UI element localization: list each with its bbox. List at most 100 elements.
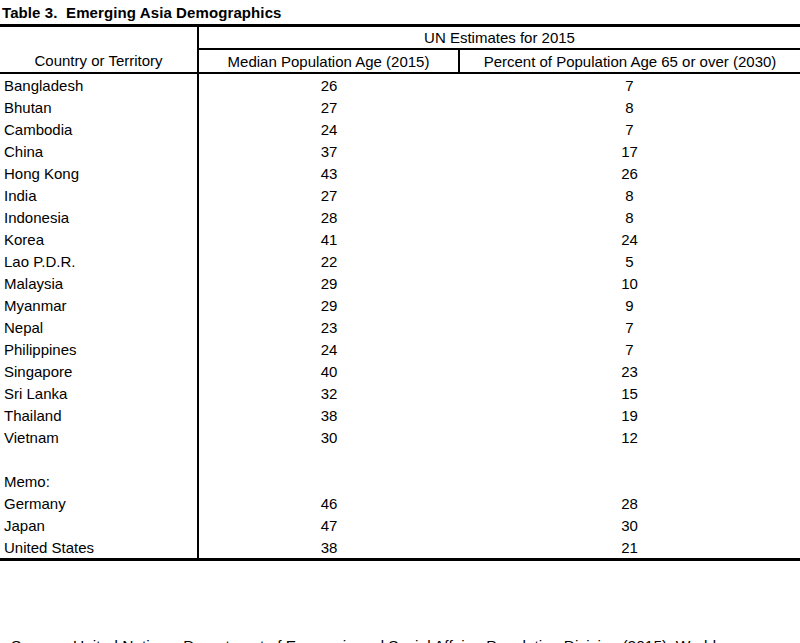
- pct-65-over-cell: [459, 470, 800, 492]
- country-cell: Memo:: [0, 470, 198, 492]
- median-age-cell: 22: [198, 250, 459, 272]
- table-row: United States3821: [0, 536, 800, 560]
- median-age-cell: 43: [198, 162, 459, 184]
- table-body: Bangladesh267Bhutan278Cambodia247China37…: [0, 73, 800, 560]
- table-row: Malaysia2910: [0, 272, 800, 294]
- country-cell: Cambodia: [0, 118, 198, 140]
- column-header-pct-65-over: Percent of Population Age 65 or over (20…: [459, 49, 800, 73]
- pct-65-over-cell: 8: [459, 96, 800, 118]
- median-age-cell: 37: [198, 140, 459, 162]
- country-cell: Philippines: [0, 338, 198, 360]
- median-age-cell: 28: [198, 206, 459, 228]
- country-cell: Thailand: [0, 404, 198, 426]
- pct-65-over-cell: 24: [459, 228, 800, 250]
- column-header-country: Country or Territory: [0, 26, 198, 74]
- country-cell: United States: [0, 536, 198, 560]
- group-header-row: Country or Territory UN Estimates for 20…: [0, 26, 800, 50]
- pct-65-over-cell: 8: [459, 206, 800, 228]
- pct-65-over-cell: 30: [459, 514, 800, 536]
- table-row: Germany4628: [0, 492, 800, 514]
- source-note: Source: United Nations, Department of Ec…: [0, 578, 800, 643]
- median-age-cell: 40: [198, 360, 459, 382]
- table-row: India278: [0, 184, 800, 206]
- column-header-median-age: Median Population Age (2015): [198, 49, 459, 73]
- median-age-cell: 23: [198, 316, 459, 338]
- country-cell: Hong Kong: [0, 162, 198, 184]
- median-age-cell: [198, 448, 459, 470]
- pct-65-over-cell: 7: [459, 73, 800, 96]
- table-row: Singapore4023: [0, 360, 800, 382]
- country-cell: Sri Lanka: [0, 382, 198, 404]
- table-row: Nepal237: [0, 316, 800, 338]
- table-row: [0, 448, 800, 470]
- pct-65-over-cell: 28: [459, 492, 800, 514]
- pct-65-over-cell: 7: [459, 316, 800, 338]
- country-cell: Nepal: [0, 316, 198, 338]
- table-row: Japan4730: [0, 514, 800, 536]
- pct-65-over-cell: 7: [459, 118, 800, 140]
- pct-65-over-cell: 12: [459, 426, 800, 448]
- country-cell: Bangladesh: [0, 73, 198, 96]
- country-cell: Malaysia: [0, 272, 198, 294]
- table-row: Sri Lanka3215: [0, 382, 800, 404]
- source-line: Source: United Nations, Department of Ec…: [0, 632, 800, 643]
- median-age-cell: 30: [198, 426, 459, 448]
- table-row: Cambodia247: [0, 118, 800, 140]
- country-cell: Indonesia: [0, 206, 198, 228]
- pct-65-over-cell: 17: [459, 140, 800, 162]
- table-row: Philippines247: [0, 338, 800, 360]
- table-row: Bangladesh267: [0, 73, 800, 96]
- table-row: Lao P.D.R.225: [0, 250, 800, 272]
- median-age-cell: 24: [198, 118, 459, 140]
- table-row: Vietnam3012: [0, 426, 800, 448]
- pct-65-over-cell: 19: [459, 404, 800, 426]
- table-row: Bhutan278: [0, 96, 800, 118]
- country-cell: Germany: [0, 492, 198, 514]
- pct-65-over-cell: 21: [459, 536, 800, 560]
- country-cell: India: [0, 184, 198, 206]
- country-cell: Japan: [0, 514, 198, 536]
- country-cell: Lao P.D.R.: [0, 250, 198, 272]
- column-group-header-un-estimates: UN Estimates for 2015: [198, 26, 800, 50]
- table-row: Indonesia288: [0, 206, 800, 228]
- median-age-cell: 24: [198, 338, 459, 360]
- pct-65-over-cell: 10: [459, 272, 800, 294]
- table-row: Thailand3819: [0, 404, 800, 426]
- table-row: Myanmar299: [0, 294, 800, 316]
- median-age-cell: 41: [198, 228, 459, 250]
- table-header: Country or Territory UN Estimates for 20…: [0, 26, 800, 74]
- median-age-cell: 26: [198, 73, 459, 96]
- median-age-cell: 46: [198, 492, 459, 514]
- table-row: China3717: [0, 140, 800, 162]
- pct-65-over-cell: 8: [459, 184, 800, 206]
- table-row: Hong Kong4326: [0, 162, 800, 184]
- pct-65-over-cell: 15: [459, 382, 800, 404]
- pct-65-over-cell: [459, 448, 800, 470]
- median-age-cell: 38: [198, 404, 459, 426]
- median-age-cell: 27: [198, 96, 459, 118]
- table-title: Table 3. Emerging Asia Demographics: [0, 0, 800, 24]
- median-age-cell: [198, 470, 459, 492]
- page: Table 3. Emerging Asia Demographics Coun…: [0, 0, 800, 643]
- pct-65-over-cell: 26: [459, 162, 800, 184]
- table-row: Korea4124: [0, 228, 800, 250]
- country-cell: Bhutan: [0, 96, 198, 118]
- table-row: Memo:: [0, 470, 800, 492]
- pct-65-over-cell: 7: [459, 338, 800, 360]
- median-age-cell: 38: [198, 536, 459, 560]
- country-cell: [0, 448, 198, 470]
- country-cell: Vietnam: [0, 426, 198, 448]
- country-cell: China: [0, 140, 198, 162]
- demographics-table: Country or Territory UN Estimates for 20…: [0, 24, 800, 561]
- pct-65-over-cell: 9: [459, 294, 800, 316]
- median-age-cell: 29: [198, 272, 459, 294]
- pct-65-over-cell: 23: [459, 360, 800, 382]
- country-cell: Myanmar: [0, 294, 198, 316]
- country-cell: Singapore: [0, 360, 198, 382]
- median-age-cell: 29: [198, 294, 459, 316]
- country-cell: Korea: [0, 228, 198, 250]
- median-age-cell: 27: [198, 184, 459, 206]
- pct-65-over-cell: 5: [459, 250, 800, 272]
- median-age-cell: 47: [198, 514, 459, 536]
- median-age-cell: 32: [198, 382, 459, 404]
